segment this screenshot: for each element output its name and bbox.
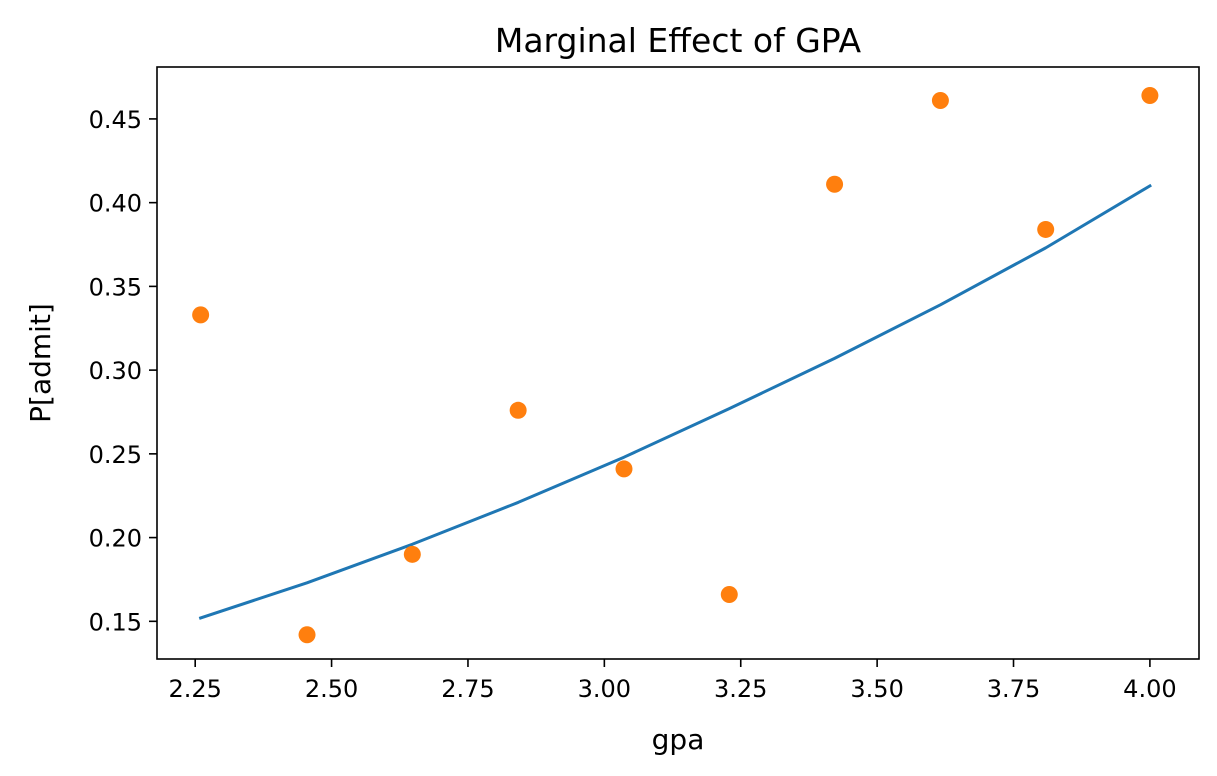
x-tick-label: 3.75 (987, 675, 1040, 703)
data-point (403, 545, 421, 563)
data-point (615, 460, 633, 478)
y-tick-label: 0.20 (89, 525, 142, 553)
x-tick-label: 2.75 (441, 675, 494, 703)
x-tick-label: 4.00 (1123, 675, 1176, 703)
data-point (1037, 220, 1055, 238)
data-point (192, 306, 210, 324)
chart-title: Marginal Effect of GPA (495, 21, 862, 60)
plot-area-frame (156, 66, 1200, 660)
x-tick-label: 3.00 (578, 675, 631, 703)
tick-layer: 2.25 2.50 2.75 3.00 3.25 3.50 3.75 4.00 0.15 0.20… (89, 106, 1177, 703)
y-tick-label: 0.45 (89, 106, 142, 134)
y-axis-title: P[admit] (24, 303, 57, 423)
y-tick-label: 0.15 (89, 608, 142, 636)
data-point (826, 175, 844, 193)
data-point (298, 626, 316, 644)
fitted-line (198, 183, 1152, 620)
x-tick-label: 3.25 (714, 675, 767, 703)
y-tick-label: 0.30 (89, 357, 142, 385)
x-tick-label: 3.50 (850, 675, 903, 703)
x-tick-label: 2.50 (305, 675, 358, 703)
x-axis-title: gpa (652, 723, 705, 756)
series-layer (192, 86, 1159, 644)
data-point (1141, 86, 1159, 104)
data-point (509, 401, 527, 419)
x-tick-label: 2.25 (168, 675, 221, 703)
data-point (720, 586, 738, 604)
y-tick-label: 0.25 (89, 441, 142, 469)
y-tick-label: 0.40 (89, 190, 142, 218)
y-tick-label: 0.35 (89, 273, 142, 301)
data-point (931, 91, 949, 109)
